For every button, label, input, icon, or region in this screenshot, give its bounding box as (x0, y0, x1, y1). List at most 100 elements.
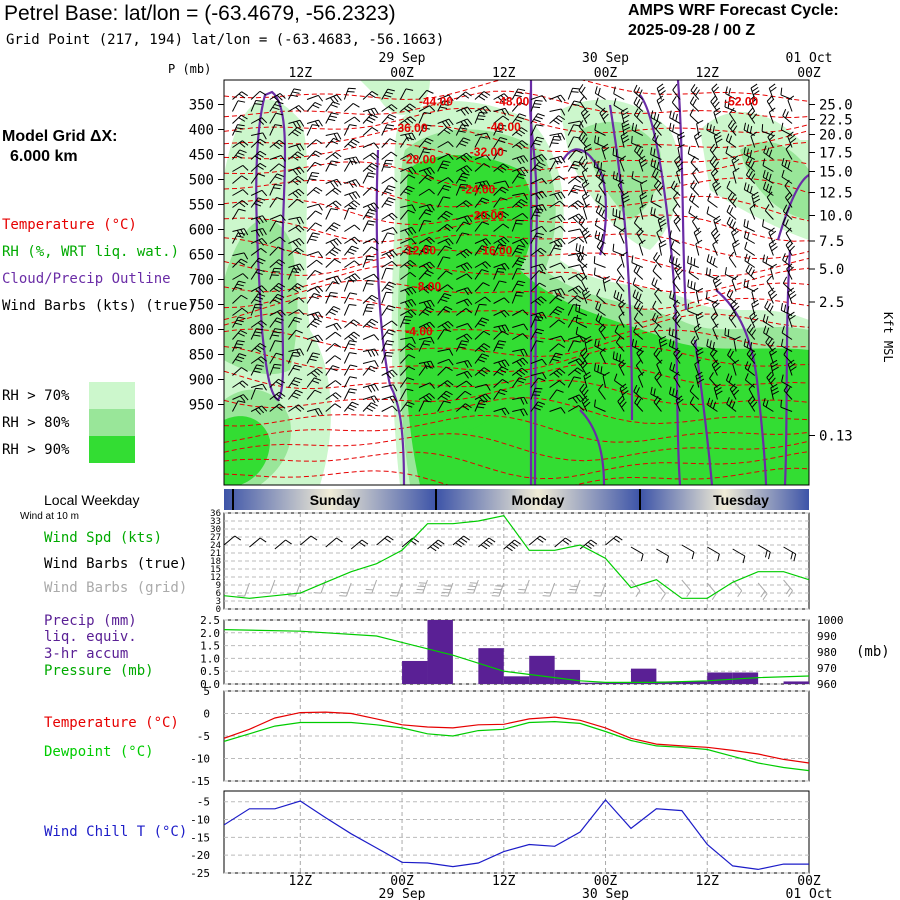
wind-barb (381, 176, 398, 184)
barb-feather (728, 375, 733, 383)
wind-barb (568, 120, 584, 128)
barb-staff (511, 292, 517, 304)
barb-feather (254, 331, 263, 334)
barb-staff (580, 112, 588, 124)
barb-feather (761, 124, 764, 132)
barb-feather (602, 113, 609, 120)
barb-staff (575, 321, 588, 328)
wind-barb (381, 197, 396, 208)
wind-barb (743, 338, 755, 352)
barb-staff (474, 383, 487, 388)
wind-barb (511, 88, 526, 100)
wind-barb (440, 582, 454, 597)
wind-barb (782, 204, 793, 220)
barb-staff (232, 294, 242, 304)
barb-feather (366, 283, 374, 285)
barb-feather (430, 204, 435, 211)
barb-feather (521, 367, 528, 373)
wind-barb (705, 291, 718, 304)
barb-feather (574, 297, 581, 303)
barb-feather (494, 588, 502, 591)
wind-barb (584, 335, 592, 352)
barb-staff (594, 262, 606, 268)
barb-staff (785, 244, 793, 256)
barb-feather (729, 107, 735, 114)
barb-feather (368, 368, 376, 373)
wind-barb (808, 549, 809, 550)
barb-staff (763, 152, 774, 160)
barb-feather (238, 93, 246, 99)
barb-staff (456, 152, 467, 160)
barb-feather (654, 279, 658, 287)
wind-barb (250, 405, 268, 415)
wind-barb (306, 407, 323, 416)
barb-feather (276, 317, 284, 321)
barb-feather (294, 316, 302, 320)
barb-staff (511, 140, 523, 148)
barb-feather (234, 535, 242, 541)
barb-feather (428, 236, 435, 243)
barb-feather (785, 206, 790, 214)
barb-feather (407, 288, 414, 295)
barb-staff (269, 184, 276, 196)
barb-feather (653, 388, 656, 396)
barb-feather (349, 303, 357, 306)
barb-staff (344, 179, 356, 184)
barb-feather (241, 367, 248, 372)
wind-barb (781, 157, 793, 172)
wind-barb (437, 177, 454, 184)
barb-feather (534, 331, 543, 335)
barb-feather (348, 193, 354, 201)
barb-feather (369, 165, 376, 171)
barb-feather (426, 89, 434, 94)
wind-barb (747, 107, 758, 124)
barb-staff (732, 171, 737, 184)
wind-barb (474, 343, 491, 353)
barb-feather (447, 177, 454, 183)
barb-feather (618, 299, 625, 306)
pressure-tick-label: 650 (189, 248, 214, 264)
legend-dewpoint-line: Dewpoint (°C) (44, 744, 154, 760)
barb-feather (621, 119, 629, 125)
wind-barb (456, 152, 473, 163)
wind-barb (517, 579, 530, 594)
barb-feather (575, 287, 582, 294)
barb-feather (712, 125, 715, 134)
barb-staff (269, 403, 280, 412)
barb-feather (582, 398, 589, 405)
wind-barb (695, 287, 704, 304)
barb-feather (391, 591, 399, 594)
barb-staff (437, 196, 444, 208)
barb-feather (460, 156, 467, 163)
barb-staff (617, 401, 625, 412)
wind-barb (763, 145, 774, 160)
wind-barb (712, 179, 722, 196)
barb-feather (515, 118, 523, 123)
wind-barb (579, 539, 598, 550)
wind-barb (456, 370, 473, 379)
barb-feather (309, 178, 317, 181)
wind-barb (613, 98, 625, 112)
barb-feather (583, 230, 590, 237)
barb-feather (553, 247, 561, 251)
barb-feather (421, 250, 429, 254)
barb-feather (236, 235, 244, 238)
wind-barb (325, 200, 342, 208)
barb-feather (403, 191, 411, 195)
barb-feather (405, 88, 414, 91)
barb-feather (241, 307, 249, 314)
barb-feather (750, 269, 755, 277)
barb-feather (309, 358, 317, 362)
wind-barb (549, 335, 566, 343)
temperature-contour-label: -12.00 (402, 244, 436, 258)
wind-barb (598, 179, 606, 196)
barb-feather (350, 202, 358, 208)
barb-feather (483, 163, 491, 168)
wind-barb (474, 367, 491, 377)
barb-feather (463, 119, 470, 127)
barb-feather (499, 165, 507, 171)
barb-feather (332, 202, 339, 208)
barb-feather (772, 366, 779, 372)
barb-staff (581, 232, 588, 244)
barb-feather (783, 348, 789, 355)
